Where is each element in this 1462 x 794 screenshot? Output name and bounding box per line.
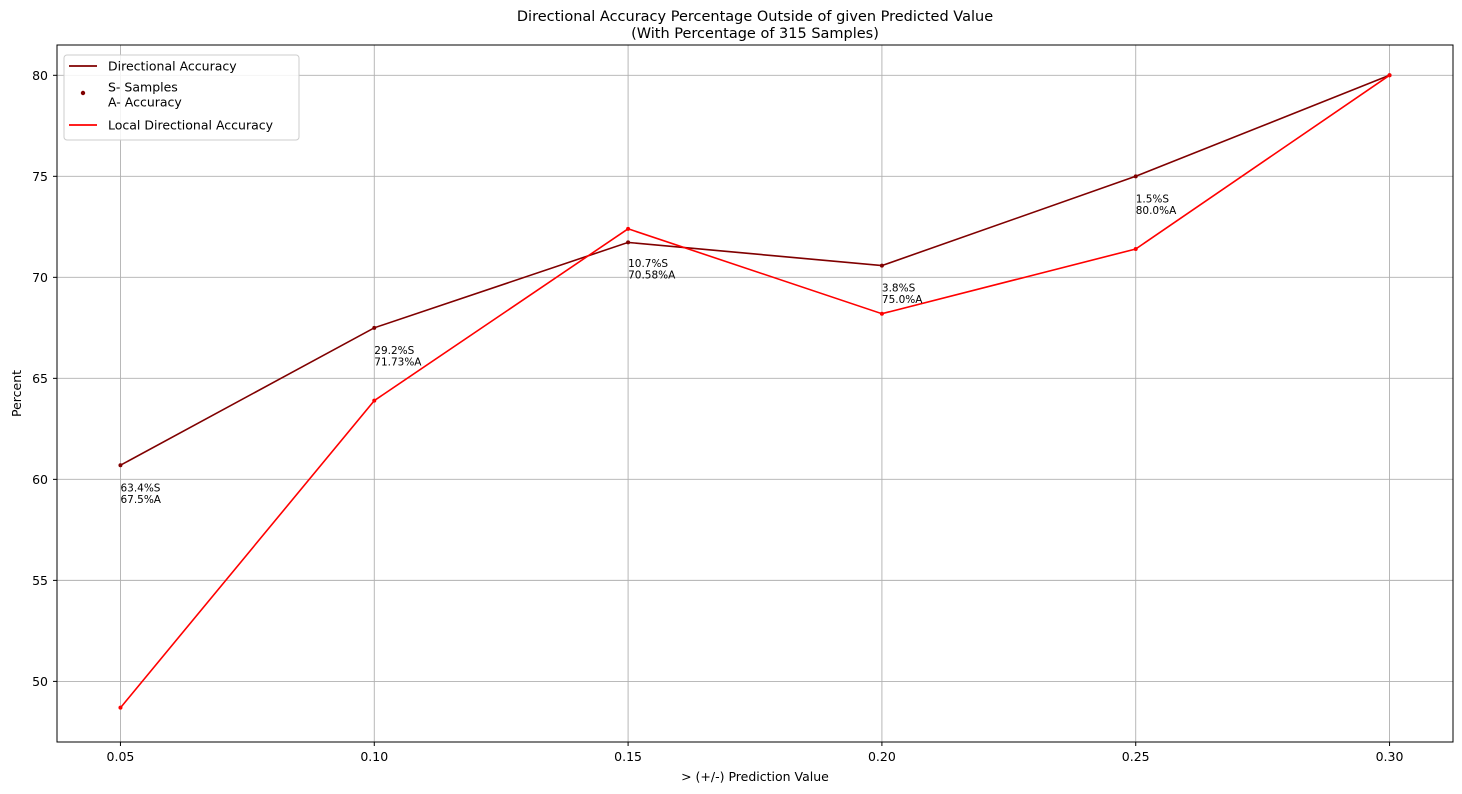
legend-label: S- Samples [108,80,178,95]
annotation-label: 75.0%A [882,294,923,306]
y-axis-label: Percent [9,370,24,417]
chart-title-line: Directional Accuracy Percentage Outside … [517,9,993,25]
series-1-point [372,325,377,330]
annotation-label: 3.8%S [882,282,916,294]
legend-box [63,54,300,141]
legend-label: A- Accuracy [108,95,182,110]
annotation-label: 10.7%S [628,258,668,270]
series-2-point [879,311,884,316]
annotation-label: 63.4%S [120,482,160,494]
x-tick-label: 0.05 [107,749,135,764]
series-line-1 [120,74,1390,466]
y-tick-label: 70 [32,270,48,285]
y-tick-label: 60 [32,472,48,487]
x-axis-label: > (+/-) Prediction Value [681,769,829,784]
series-2-point [372,398,377,403]
annotation-label: 71.73%A [374,357,422,369]
annotation-label: 67.5%A [120,494,161,506]
series-2-point [626,226,631,231]
y-tick-label: 55 [32,573,48,588]
y-tick-label: 80 [32,68,48,83]
series-line-2 [119,74,1390,709]
annotation-label: 29.2%S [374,345,414,357]
annotation-label: 1.5%S [1136,194,1170,206]
series-2-point [1133,247,1138,252]
annotation-label: 80.0%A [1136,205,1177,217]
x-tick-label: 0.20 [868,749,896,764]
chart-title: Directional Accuracy Percentage Outside … [517,9,993,42]
series-1-point [1133,174,1138,179]
series-1-point [879,263,884,268]
y-tick-label: 50 [32,674,48,689]
series-2-point [118,705,123,710]
x-axis: 0.05 0.10 0.15 0.20 0.25 0.30 [107,742,1404,764]
legend-marker [80,90,86,96]
annotation-label: 70.58%A [628,270,676,282]
x-tick-label: 0.10 [360,749,388,764]
y-axis: 50 55 60 65 70 75 80 [32,68,57,689]
legend-label: Directional Accuracy [108,59,237,74]
y-tick-label: 75 [32,169,48,184]
x-tick-label: 0.30 [1376,749,1404,764]
chart-title-line: (With Percentage of 315 Samples) [631,26,879,42]
x-tick-label: 0.25 [1122,749,1150,764]
plot-area [56,44,1454,743]
series-2-point [1387,73,1392,78]
grid [57,45,1453,742]
series-1-point [118,463,123,468]
series-1-point [626,240,631,245]
annotations: 63.4%S67.5%A 29.2%S71.73%A 10.7%S70.58%A 3.… [120,194,1177,506]
x-tick-label: 0.15 [614,749,642,764]
series-lines [118,73,1392,710]
y-tick-label: 65 [32,371,48,386]
legend-label: Local Directional Accuracy [108,118,274,133]
